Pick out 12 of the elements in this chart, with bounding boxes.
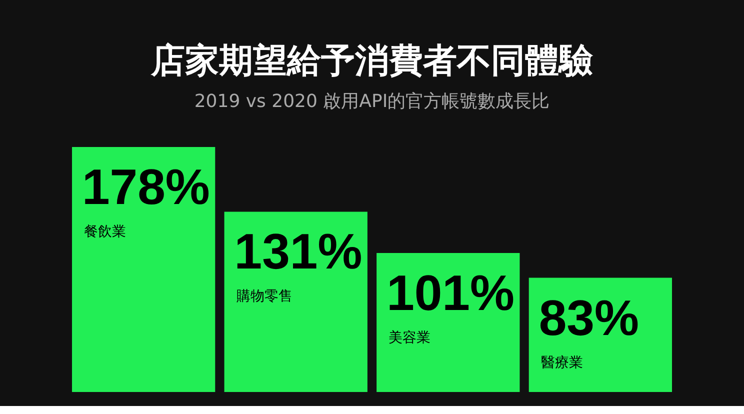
x-tick-label: 美容業 bbox=[388, 330, 431, 346]
chart-title: 店家期望給予消費者不同體驗 bbox=[150, 41, 594, 81]
data-label: 131% bbox=[234, 224, 362, 280]
chart-subtitle: 2019 vs 2020 啟用API的官方帳號數成長比 bbox=[194, 91, 550, 112]
x-tick-label: 購物零售 bbox=[236, 288, 292, 305]
data-label: 101% bbox=[386, 264, 514, 321]
bar bbox=[72, 147, 216, 392]
x-tick-label: 餐飲業 bbox=[84, 224, 126, 240]
data-label: 83% bbox=[538, 290, 639, 346]
data-label: 178% bbox=[82, 159, 210, 215]
x-tick-label: 醫療業 bbox=[540, 354, 583, 371]
bar bbox=[224, 212, 368, 392]
